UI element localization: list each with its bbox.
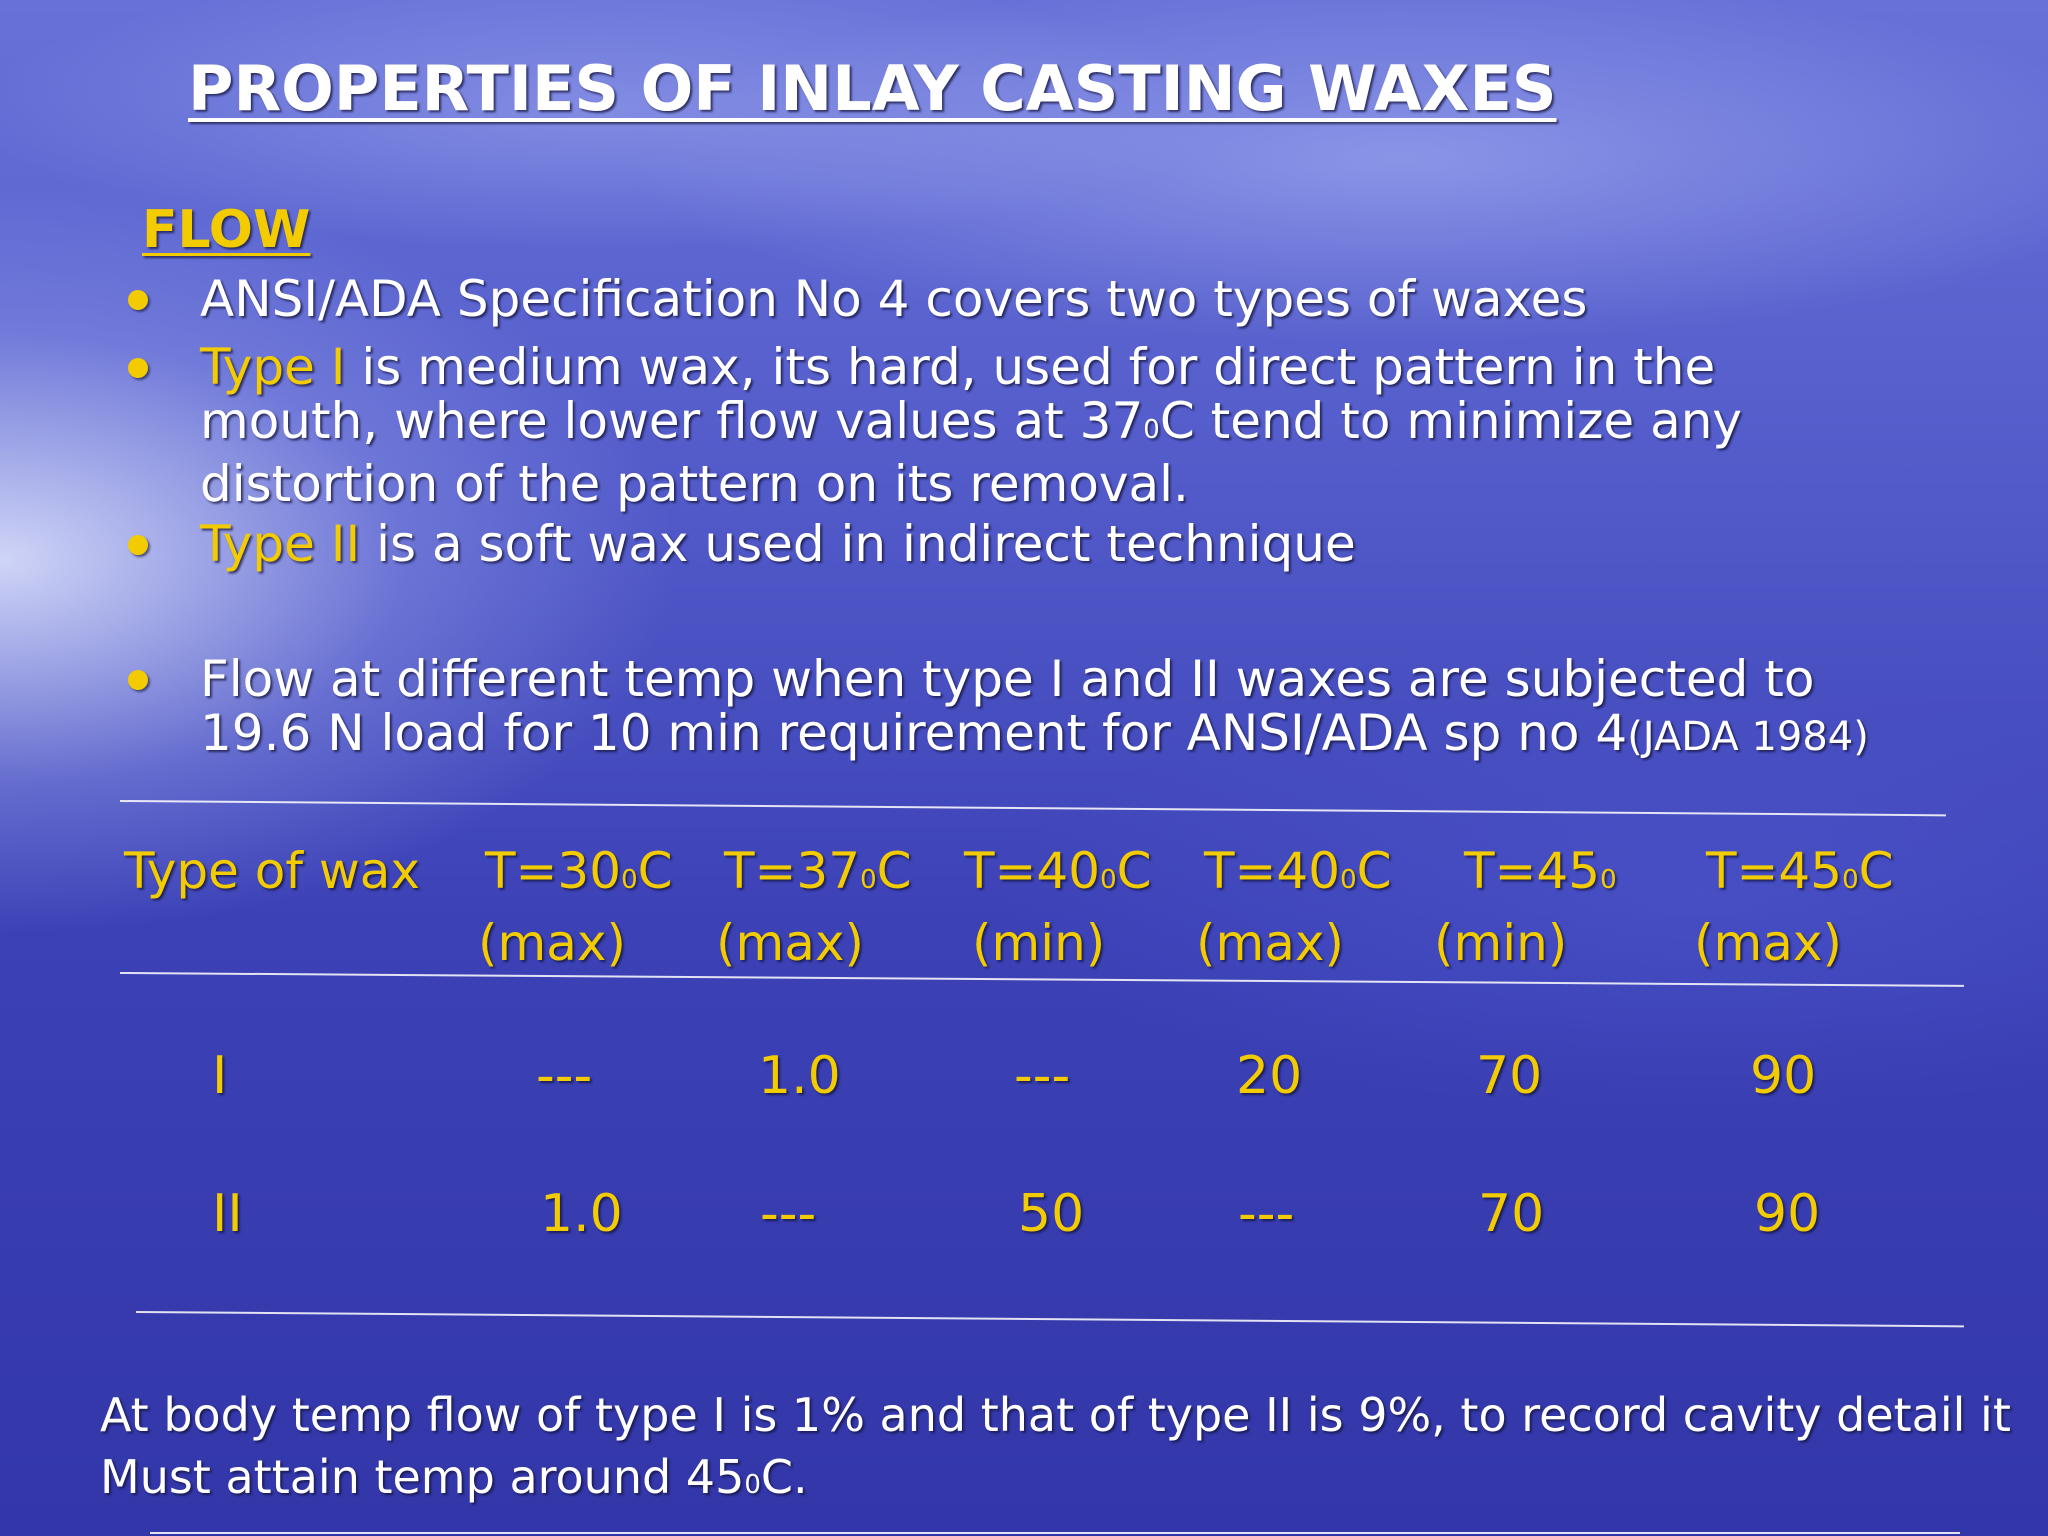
row-cell: --- xyxy=(760,1184,817,1244)
type-one-highlight: Type I xyxy=(200,338,346,396)
bullet-dot xyxy=(128,535,148,555)
header-t40-min: (min) xyxy=(972,914,1106,972)
row-cell: 1.0 xyxy=(540,1184,623,1244)
table-rule-bottom xyxy=(135,1311,1964,1328)
header-t30: T=300C xyxy=(485,842,673,900)
row-cell: 50 xyxy=(1018,1184,1085,1244)
table-rule-header xyxy=(119,972,1964,987)
row-type-cell: I xyxy=(212,1046,228,1106)
flow-load-line-1: Flow at different temp when type I and I… xyxy=(200,650,1815,708)
row-cell: --- xyxy=(536,1046,593,1106)
row-cell: 70 xyxy=(1476,1046,1543,1106)
footer-line-2: Must attain temp around 450C. xyxy=(100,1450,808,1504)
flow-load-line-2: 19.6 N load for 10 min requirement for A… xyxy=(200,704,1628,762)
type-two-highlight: Type II xyxy=(200,515,361,573)
row-cell: 70 xyxy=(1478,1184,1545,1244)
bullet-dot xyxy=(128,358,148,378)
row-type-cell: II xyxy=(212,1184,243,1244)
type-one-line-2a: mouth, where lower flow values at 37 xyxy=(200,392,1144,450)
row-cell: 20 xyxy=(1236,1046,1303,1106)
jada-reference: (JADA 1984) xyxy=(1627,714,1869,760)
slide-title: PROPERTIES OF INLAY CASTING WAXES xyxy=(188,52,1557,125)
row-cell: 1.0 xyxy=(758,1046,841,1106)
header-t40b: T=400C xyxy=(1204,842,1392,900)
header-t37: T=370C xyxy=(724,842,912,900)
footer-line-1: At body temp flow of type I is 1% and th… xyxy=(100,1388,2011,1442)
header-t37-max: (max) xyxy=(716,914,864,972)
header-t45b: T=450C xyxy=(1706,842,1894,900)
header-t40-max: (max) xyxy=(1196,914,1344,972)
row-cell: --- xyxy=(1238,1184,1295,1244)
row-cell: 90 xyxy=(1754,1184,1821,1244)
header-t45: T=450 xyxy=(1464,842,1617,900)
header-t40: T=400C xyxy=(964,842,1152,900)
bullet-type-one: Type I is medium wax, its hard, used for… xyxy=(200,340,1742,511)
table-rule-top xyxy=(119,800,1946,817)
header-type-of-wax: Type of wax xyxy=(124,842,420,900)
header-t45-min: (min) xyxy=(1434,914,1568,972)
type-one-line-1: is medium wax, its hard, used for direct… xyxy=(345,338,1716,396)
type-one-line-3: distortion of the pattern on its removal… xyxy=(200,455,1189,513)
type-two-text: is a soft wax used in indirect technique xyxy=(360,515,1356,573)
bullet-type-two: Type II is a soft wax used in indirect t… xyxy=(200,517,1356,571)
row-cell: --- xyxy=(1014,1046,1071,1106)
type-one-line-2b: C tend to minimize any xyxy=(1159,392,1742,450)
section-heading-flow: FLOW xyxy=(142,200,311,260)
degree-mark: 0 xyxy=(1143,415,1160,445)
bullet-flow-load: Flow at different temp when type I and I… xyxy=(200,652,1869,764)
header-t45-max: (max) xyxy=(1694,914,1842,972)
header-t30-max: (max) xyxy=(478,914,626,972)
bullet-dot xyxy=(128,290,148,310)
bullet-dot xyxy=(128,670,148,690)
footer-rule xyxy=(150,1532,1960,1534)
bullet-ansi-spec: ANSI/ADA Specification No 4 covers two t… xyxy=(200,270,1588,328)
row-cell: 90 xyxy=(1750,1046,1817,1106)
